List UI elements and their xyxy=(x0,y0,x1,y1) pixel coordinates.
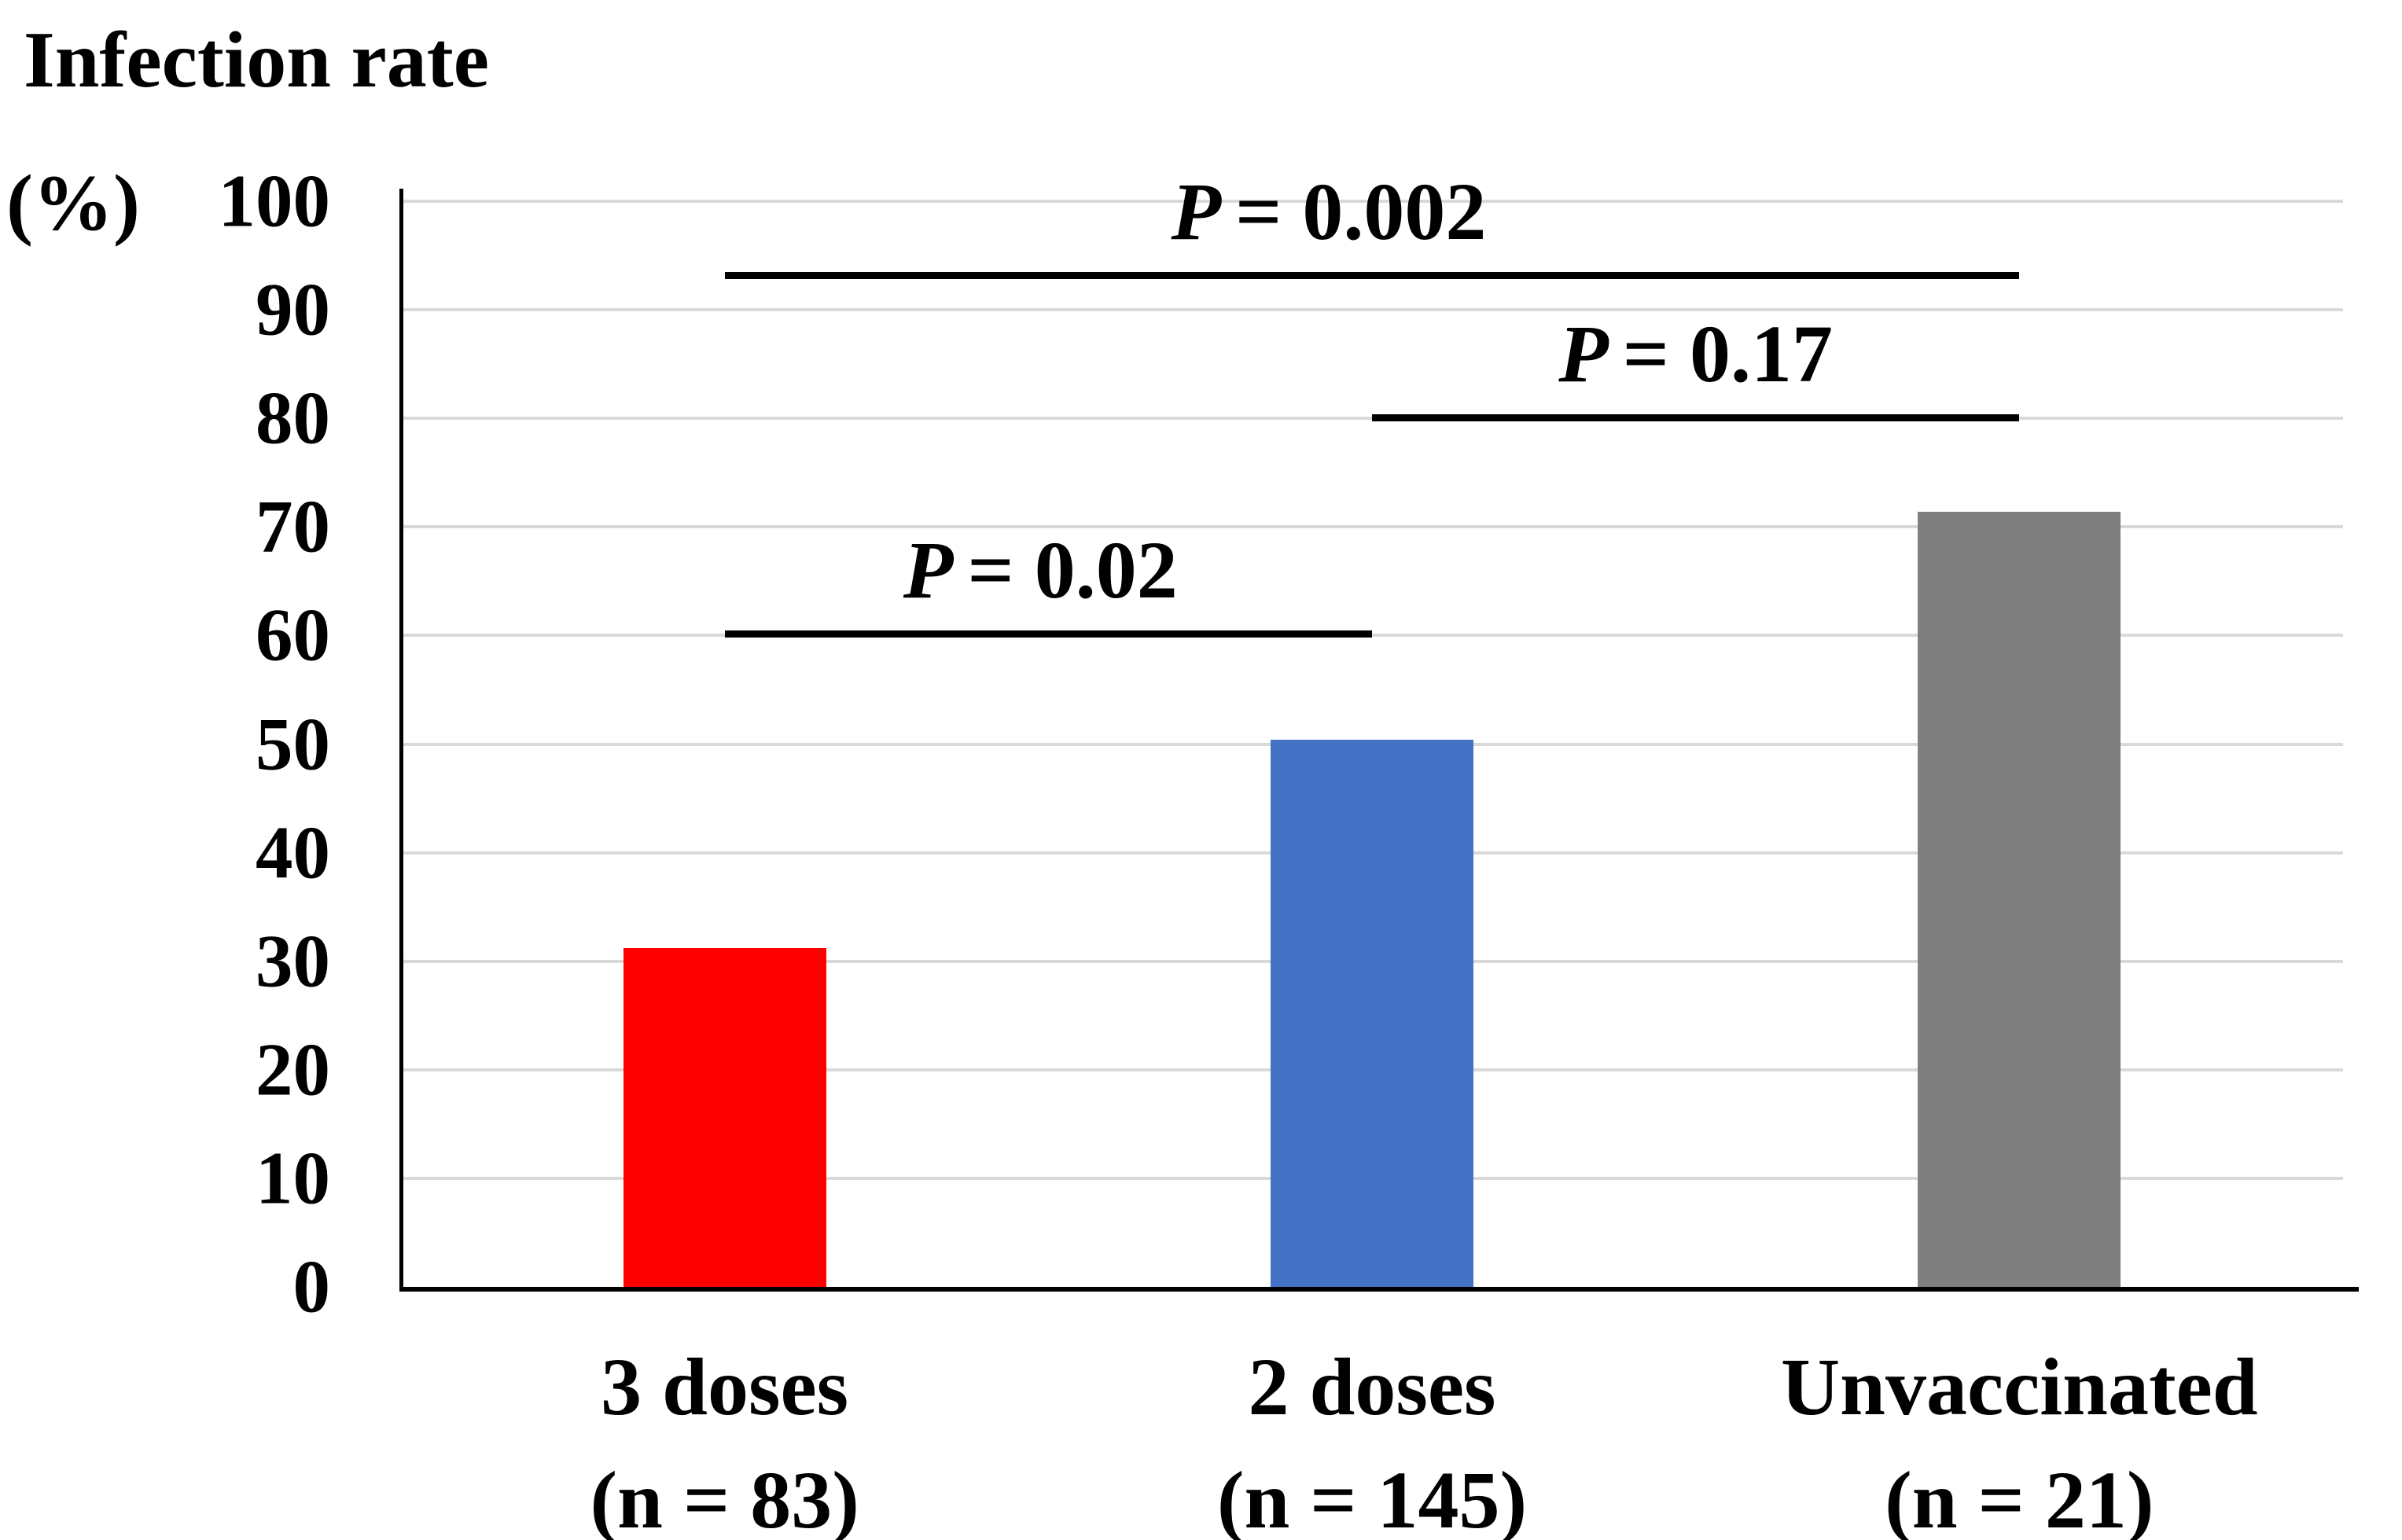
p-value-text: = 0.02 xyxy=(967,524,1178,616)
significance-line-1 xyxy=(1372,413,2020,421)
category-sample-size: (n = 83) xyxy=(590,1454,859,1540)
category-label-2-doses: 2 doses (n = 145) xyxy=(1050,1331,1694,1540)
category-name: Unvaccinated xyxy=(1781,1342,2258,1432)
p-value-text: = 0.17 xyxy=(1622,308,1834,399)
chart-title-unit: (%) xyxy=(6,159,140,248)
p-value-label-2: P = 0.02 xyxy=(903,529,1178,612)
category-sample-size: (n = 21) xyxy=(1885,1454,2154,1540)
category-name: 3 doses xyxy=(601,1342,849,1432)
y-tick-label-90: 90 xyxy=(256,267,330,351)
category-sample-size: (n = 145) xyxy=(1216,1454,1528,1540)
y-tick-label-0: 0 xyxy=(292,1244,331,1329)
bar-3-doses xyxy=(623,948,826,1287)
y-tick-label-10: 10 xyxy=(256,1136,330,1220)
p-value-label-1: P = 0.17 xyxy=(1558,313,1833,395)
y-tick-label-60: 60 xyxy=(256,593,330,677)
y-tick-label-100: 100 xyxy=(218,159,331,243)
y-axis-line xyxy=(399,189,403,1292)
category-name: 2 doses xyxy=(1248,1342,1496,1432)
y-tick-label-40: 40 xyxy=(256,810,330,895)
category-label-3-doses: 3 doses (n = 83) xyxy=(403,1331,1047,1540)
p-value-text: = 0.002 xyxy=(1235,166,1487,257)
chart-title: Infection rate xyxy=(24,16,489,105)
bar-2-doses xyxy=(1271,739,1473,1287)
gridline-70 xyxy=(401,525,2343,529)
y-tick-label-80: 80 xyxy=(256,376,330,460)
gridline-100 xyxy=(401,200,2343,203)
p-value-label-0: P = 0.002 xyxy=(1172,171,1487,253)
y-tick-label-50: 50 xyxy=(256,702,330,785)
y-tick-label-70: 70 xyxy=(256,484,330,568)
y-tick-label-20: 20 xyxy=(256,1027,330,1112)
gridline-90 xyxy=(401,308,2343,312)
plot-area: P = 0.002 P = 0.17 P = 0.02 xyxy=(401,171,2343,1287)
significance-line-2 xyxy=(724,630,1372,638)
bar-unvaccinated xyxy=(1918,511,2121,1287)
category-label-unvaccinated: Unvaccinated (n = 21) xyxy=(1697,1331,2341,1540)
p-symbol: P xyxy=(1558,308,1609,399)
x-axis-baseline xyxy=(401,1287,2359,1292)
p-symbol: P xyxy=(903,524,954,616)
y-tick-label-30: 30 xyxy=(256,919,330,1003)
significance-line-0 xyxy=(724,271,2020,279)
p-symbol: P xyxy=(1171,166,1222,257)
gridline-60 xyxy=(401,634,2343,638)
